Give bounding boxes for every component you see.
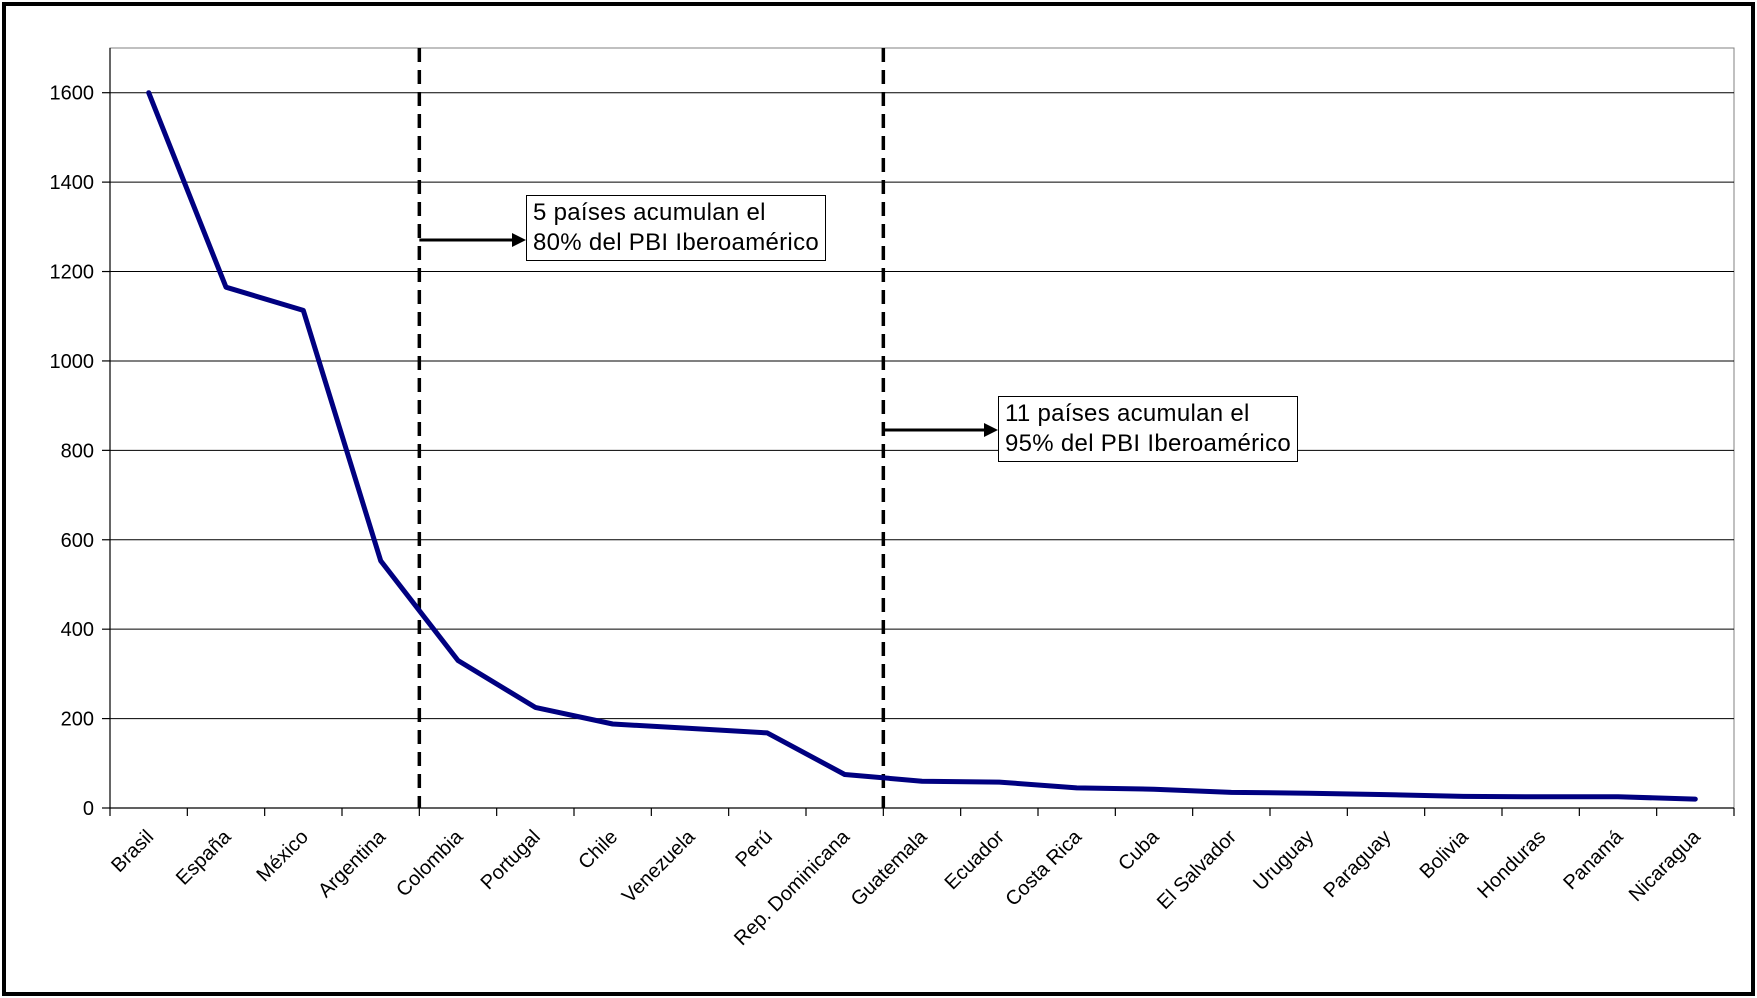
data-point bbox=[1694, 798, 1696, 800]
annotation-95-percent: 11 países acumulan el 95% del PBI Iberoa… bbox=[998, 396, 1299, 462]
data-point bbox=[1308, 792, 1310, 794]
data-point bbox=[1462, 795, 1464, 797]
data-point bbox=[1153, 788, 1155, 790]
data-point bbox=[1540, 796, 1542, 798]
y-tick-label: 1600 bbox=[50, 83, 95, 105]
y-tick-label: 200 bbox=[61, 709, 94, 731]
data-point bbox=[1617, 796, 1619, 798]
data-point bbox=[148, 92, 150, 94]
y-tick-label: 400 bbox=[61, 619, 94, 641]
y-tick-label: 1400 bbox=[50, 172, 95, 194]
data-point bbox=[1230, 791, 1232, 793]
y-axis: 0 200 400 600 800 1000 1200 1400 1600 bbox=[50, 48, 111, 820]
y-tick-label: 800 bbox=[61, 440, 94, 462]
data-point bbox=[998, 781, 1000, 783]
data-point bbox=[1385, 794, 1387, 796]
data-point bbox=[844, 773, 846, 775]
annotation-arrows bbox=[419, 233, 998, 437]
arrow-head bbox=[984, 423, 998, 437]
data-point bbox=[457, 659, 459, 661]
series-line-group bbox=[146, 90, 1698, 802]
arrow-head bbox=[512, 233, 526, 247]
y-tick-label: 1200 bbox=[50, 262, 95, 284]
annotation-95-line-2: 95% del PBI Iberoamérico bbox=[1005, 430, 1292, 457]
data-point bbox=[225, 286, 227, 288]
annotation-80-percent: 5 países acumulan el 80% del PBI Iberoam… bbox=[526, 195, 827, 261]
annotation-80-line-1: 5 países acumulan el bbox=[533, 199, 766, 226]
data-point bbox=[766, 732, 768, 734]
y-tick-label: 0 bbox=[83, 798, 94, 820]
data-point bbox=[380, 560, 382, 562]
data-point bbox=[534, 706, 536, 708]
annotation-95-line-1: 11 países acumulan el bbox=[1005, 400, 1250, 427]
annotation-80-line-2: 80% del PBI Iberoamérico bbox=[533, 229, 820, 256]
y-tick-label: 600 bbox=[61, 530, 94, 552]
data-point bbox=[921, 780, 923, 782]
data-point bbox=[1076, 787, 1078, 789]
data-point bbox=[302, 309, 304, 311]
data-point bbox=[689, 727, 691, 729]
cutoff-lines bbox=[417, 48, 886, 808]
data-point bbox=[612, 723, 614, 725]
y-tick-label: 1000 bbox=[50, 351, 95, 373]
